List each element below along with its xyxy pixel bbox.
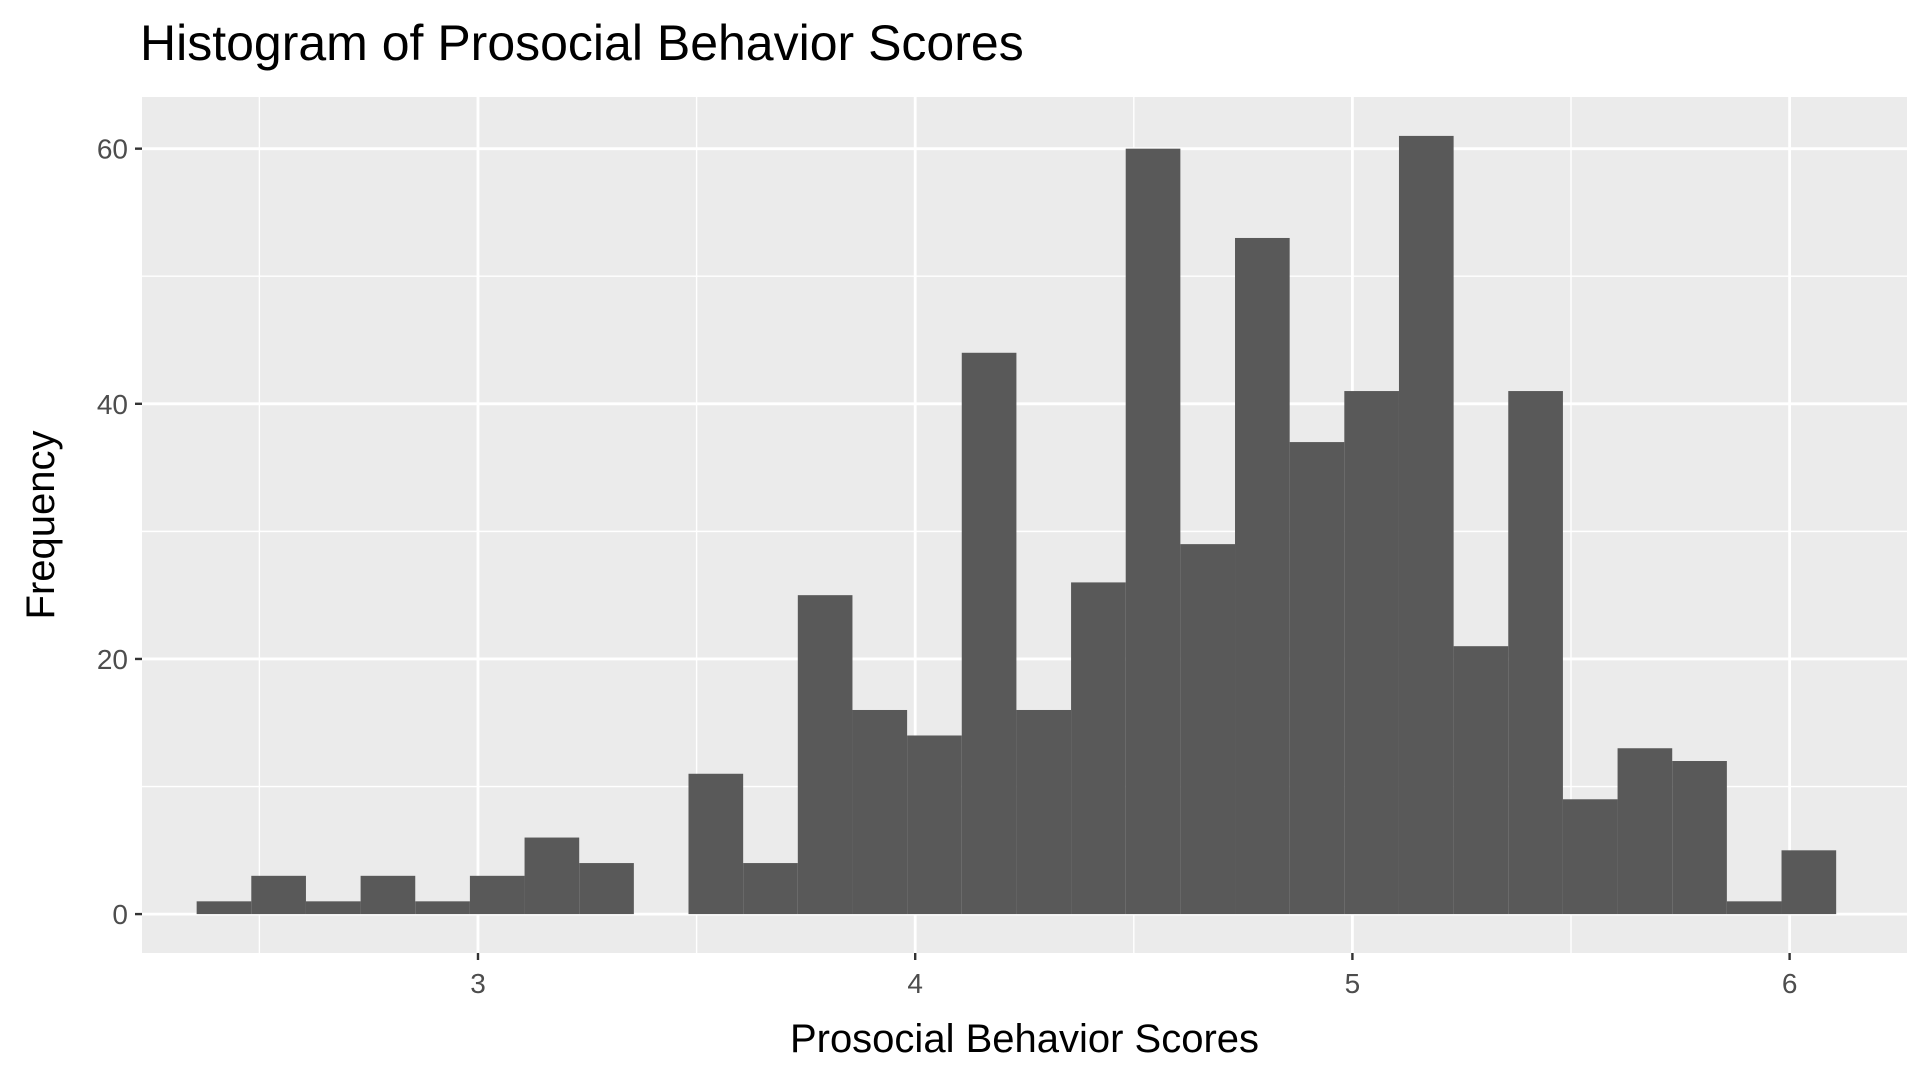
histogram-bar <box>1289 442 1345 915</box>
histogram-bar <box>1180 544 1236 915</box>
axis-ticks <box>135 147 1791 960</box>
x-tick-label: 4 <box>907 968 923 999</box>
histogram-bar <box>196 901 252 915</box>
x-tick-label: 6 <box>1782 968 1798 999</box>
histogram-bar <box>524 837 580 915</box>
histogram-bar <box>251 875 306 915</box>
histogram-bar <box>961 352 1017 915</box>
histogram-bar <box>1508 391 1563 915</box>
histogram-bar <box>1016 709 1072 915</box>
histogram-bar <box>688 773 744 915</box>
histogram-bar <box>743 863 798 915</box>
histogram-bar <box>1235 237 1290 915</box>
y-tick-label: 60 <box>97 134 128 165</box>
histogram-bar <box>1781 850 1837 915</box>
histogram-bar <box>360 875 416 915</box>
y-tick-label: 0 <box>112 899 128 930</box>
histogram-bar <box>1125 148 1181 915</box>
x-tick-label: 5 <box>1345 968 1361 999</box>
histogram-bar <box>907 735 962 915</box>
histogram-bar <box>1726 901 1782 915</box>
chart-title: Histogram of Prosocial Behavior Scores <box>140 15 1024 71</box>
histogram-bar <box>305 901 361 915</box>
histogram-bar <box>852 709 908 915</box>
x-axis-title: Prosocial Behavior Scores <box>790 1017 1259 1061</box>
x-axis-tick-labels: 3 4 5 6 <box>470 968 1797 999</box>
histogram-bar <box>1453 646 1509 915</box>
x-tick-label: 3 <box>470 968 486 999</box>
histogram-bar <box>1617 748 1673 915</box>
histogram-bar <box>1344 391 1399 915</box>
y-tick-label: 40 <box>97 389 128 420</box>
y-tick-label: 20 <box>97 644 128 675</box>
histogram-bars <box>196 135 1837 915</box>
y-axis-title: Frequency <box>19 431 63 620</box>
histogram-bar <box>415 901 470 915</box>
histogram-bar <box>1672 761 1727 915</box>
y-axis-tick-labels: 0 20 40 60 <box>97 134 128 930</box>
histogram-bar <box>1562 799 1618 915</box>
histogram-bar <box>469 875 525 915</box>
histogram-bar <box>1398 135 1454 915</box>
histogram-bar <box>1071 582 1126 915</box>
histogram-bar <box>579 863 634 915</box>
histogram-bar <box>797 595 853 915</box>
